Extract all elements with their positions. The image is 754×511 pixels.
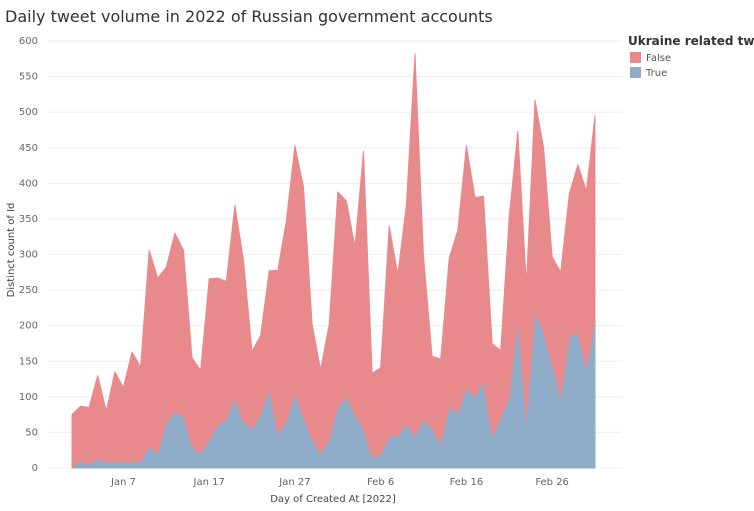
y-tick-label: 600 — [19, 36, 38, 47]
x-tick-label: Jan 7 — [110, 477, 136, 488]
legend: Ukraine related tweets False True — [628, 34, 754, 79]
x-tick-label: Feb 16 — [450, 477, 484, 488]
x-tick-label: Jan 27 — [278, 477, 310, 488]
chart-title: Daily tweet volume in 2022 of Russian go… — [5, 7, 493, 26]
y-tick-label: 50 — [25, 427, 38, 438]
y-tick-label: 250 — [19, 285, 38, 296]
y-tick-labels: 0 50 100 150 200 250 300 350 400 450 500 550 600 — [19, 36, 38, 474]
y-tick-label: 400 — [19, 178, 38, 189]
y-tick-label: 550 — [19, 72, 38, 83]
stacked-areas — [71, 53, 596, 469]
y-axis-title: Distinct count of Id — [6, 203, 17, 298]
y-tick-label: 500 — [19, 107, 38, 118]
legend-label-true: True — [645, 68, 667, 79]
area-series-false[interactable] — [71, 53, 596, 469]
y-tick-label: 100 — [19, 392, 38, 403]
legend-swatch-true[interactable] — [630, 67, 641, 78]
y-tick-label: 0 — [32, 463, 38, 474]
legend-label-false: False — [646, 53, 671, 64]
x-tick-label: Jan 17 — [193, 477, 225, 488]
y-tick-label: 300 — [19, 250, 38, 261]
legend-swatch-false[interactable] — [630, 52, 641, 63]
legend-title: Ukraine related tweets — [628, 34, 754, 48]
x-tick-label: Feb 6 — [367, 477, 394, 488]
y-tick-label: 450 — [19, 143, 38, 154]
y-tick-label: 350 — [19, 214, 38, 225]
x-tick-label: Feb 26 — [535, 477, 569, 488]
x-axis-title: Day of Created At [2022] — [270, 494, 396, 505]
y-tick-label: 150 — [19, 356, 38, 367]
x-tick-labels: Jan 7 Jan 17 Jan 27 Feb 6 Feb 16 Feb 26 — [110, 477, 569, 488]
y-tick-label: 200 — [19, 321, 38, 332]
